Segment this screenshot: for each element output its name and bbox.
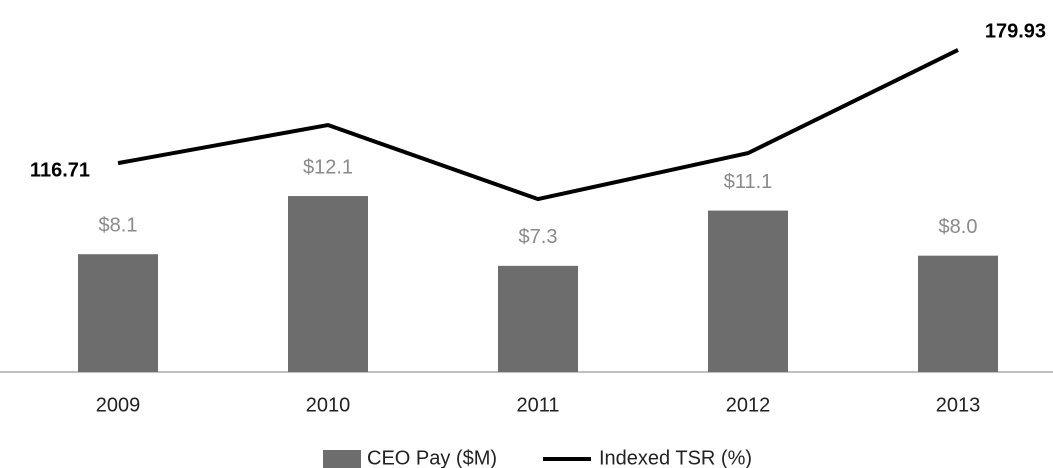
line-value-label: 116.71 [30,159,90,181]
bar [78,254,158,372]
line-value-label: 179.93 [985,20,1046,42]
bar [288,196,368,372]
x-tick-label: 2009 [96,394,141,416]
bar [918,255,998,372]
x-tick-label: 2010 [306,394,351,416]
legend-swatch [323,450,361,468]
bar [708,210,788,372]
bar-value-label: $12.1 [303,156,353,178]
bar-value-label: $8.1 [99,214,138,236]
bar-value-label: $7.3 [519,226,558,248]
legend-label: CEO Pay ($M) [367,447,497,468]
x-tick-label: 2012 [726,394,771,416]
bar [498,265,578,372]
bar-value-label: $11.1 [724,171,773,193]
x-tick-label: 2013 [936,394,981,416]
legend-label: Indexed TSR (%) [599,447,752,468]
bar-value-label: $8.0 [939,216,978,238]
x-tick-label: 2011 [516,394,559,416]
line-series [117,48,959,202]
